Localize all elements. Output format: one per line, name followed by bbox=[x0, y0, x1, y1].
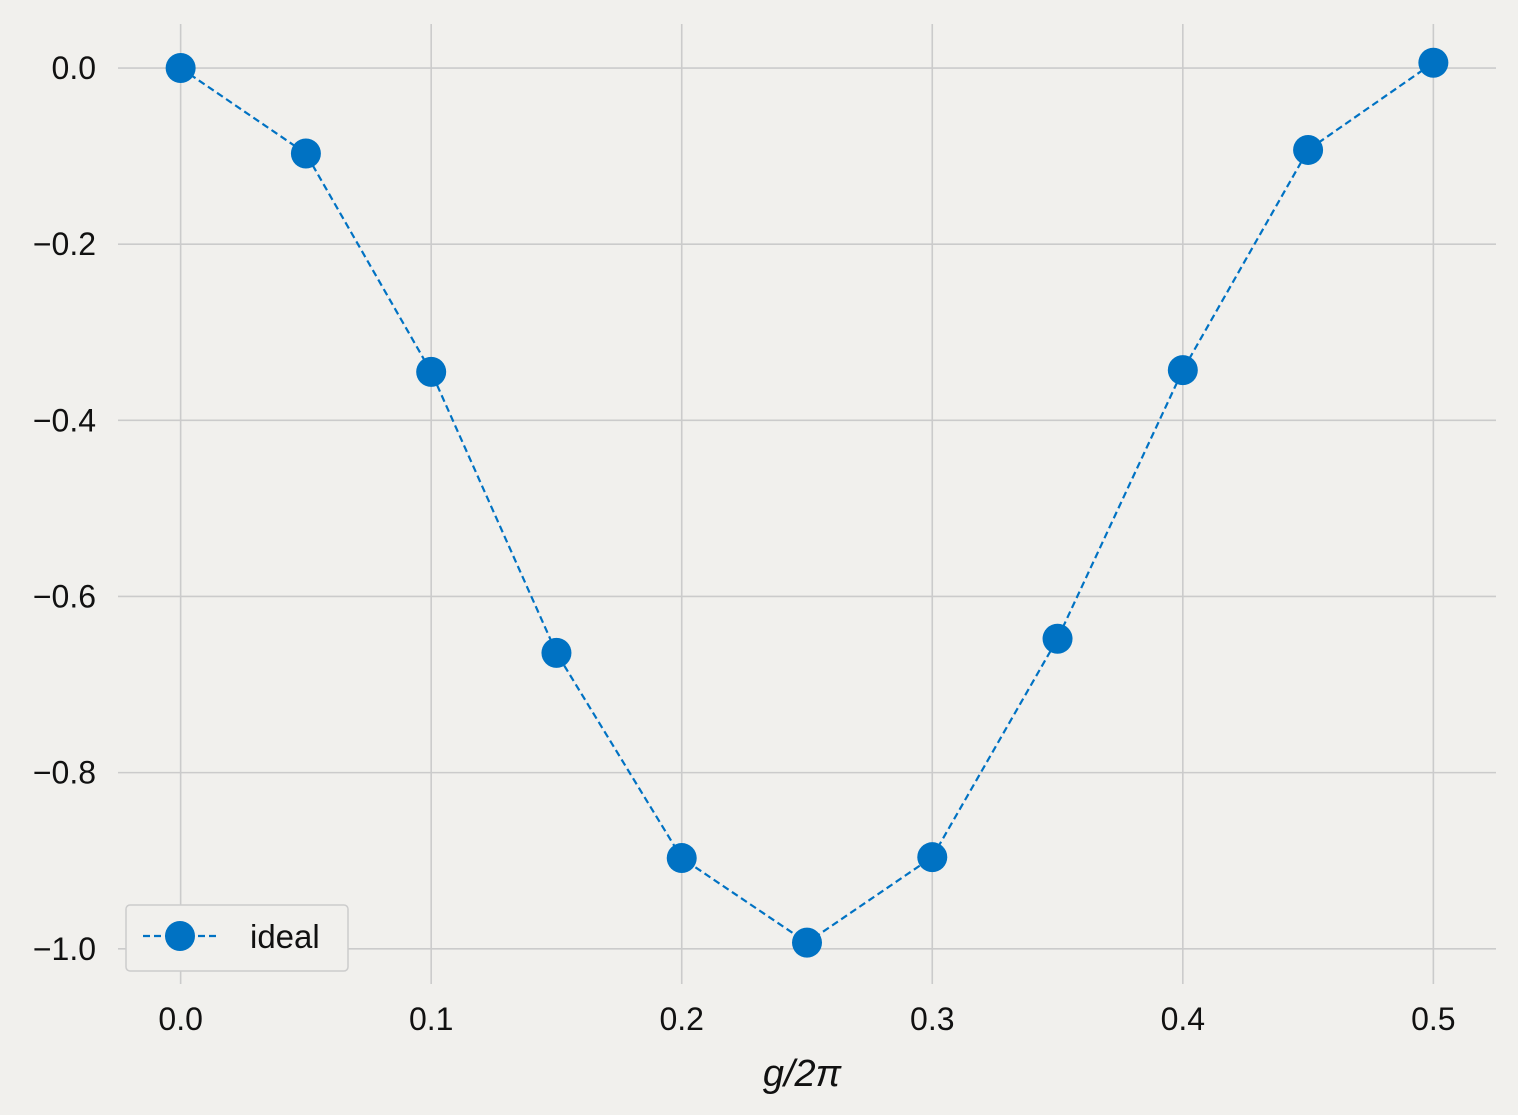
x-axis-title: g/2π bbox=[763, 1053, 843, 1095]
legend-label: ideal bbox=[250, 918, 320, 955]
grid bbox=[118, 24, 1496, 984]
data-point bbox=[290, 138, 321, 169]
y-tick-label: 0.0 bbox=[52, 50, 96, 86]
x-tick-label: 0.4 bbox=[1161, 1001, 1205, 1037]
x-tick-label: 0.5 bbox=[1411, 1001, 1455, 1037]
data-point bbox=[165, 53, 196, 84]
legend-marker bbox=[165, 921, 195, 951]
legend: ideal bbox=[125, 904, 349, 972]
y-tick-label: −0.8 bbox=[33, 755, 96, 791]
series-group bbox=[165, 47, 1449, 958]
data-point bbox=[1293, 134, 1324, 165]
y-tick-label: −1.0 bbox=[33, 931, 96, 967]
data-point bbox=[1042, 623, 1073, 654]
x-tick-label: 0.1 bbox=[409, 1001, 453, 1037]
y-tick-label: −0.2 bbox=[33, 226, 96, 262]
data-point bbox=[416, 356, 447, 387]
y-tick-label: −0.4 bbox=[33, 402, 96, 438]
x-tick-label: 0.0 bbox=[158, 1001, 202, 1037]
data-point bbox=[1418, 47, 1449, 78]
data-point bbox=[917, 842, 948, 873]
x-tick-label: 0.3 bbox=[910, 1001, 954, 1037]
x-tick-label: 0.2 bbox=[659, 1001, 703, 1037]
y-tick-label: −0.6 bbox=[33, 578, 96, 614]
data-point bbox=[666, 843, 697, 874]
y-axis-ticks: 0.0 −0.2 −0.4 −0.6 −0.8 −1.0 bbox=[33, 50, 96, 967]
data-point bbox=[792, 927, 822, 958]
x-axis-ticks: 0.0 0.1 0.2 0.3 0.4 0.5 bbox=[158, 1001, 1455, 1037]
data-point bbox=[1167, 355, 1198, 386]
data-point bbox=[541, 637, 572, 668]
